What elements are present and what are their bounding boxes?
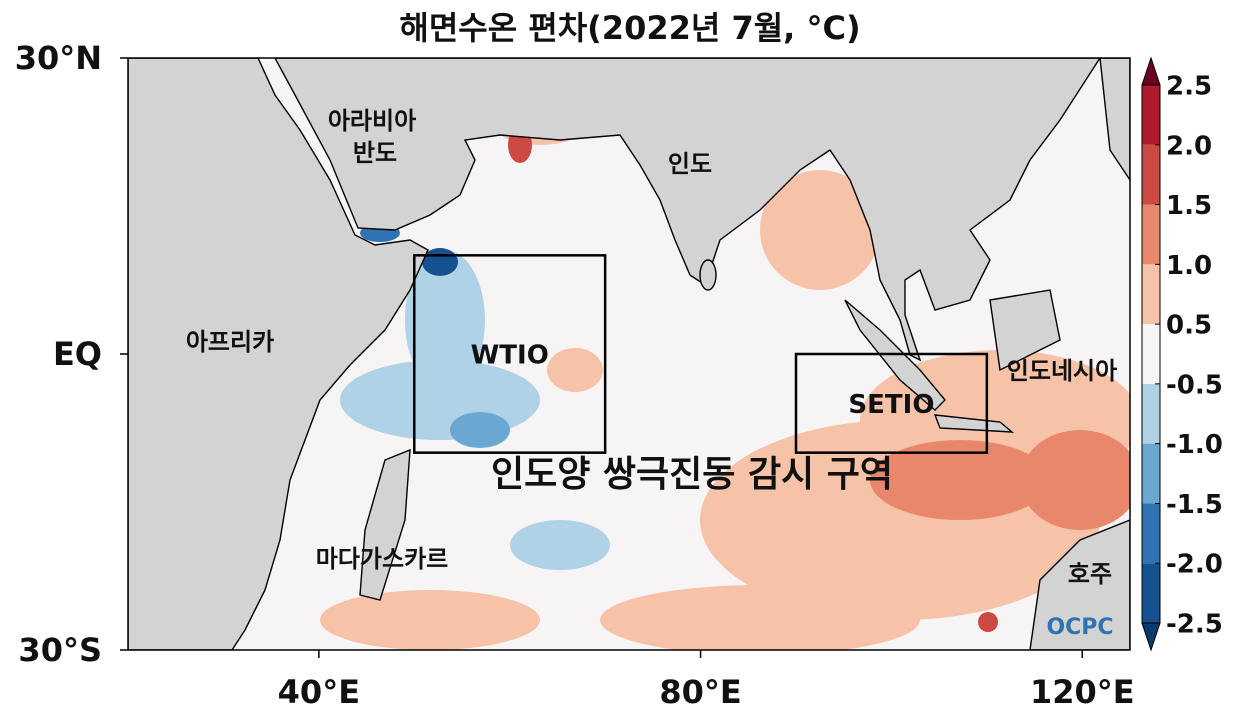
colorbar-label: -1.0 [1166, 430, 1223, 460]
colorbar-label: 2.5 [1166, 72, 1212, 102]
colorbar-frame [1141, 84, 1161, 624]
y-tick-label: EQ [53, 335, 102, 373]
warm-area [547, 348, 603, 392]
place-label: 아라비아 [328, 107, 416, 135]
colorbar-segment [1142, 324, 1160, 384]
logo: OCPC [1046, 615, 1113, 640]
land-madagascar [359, 448, 411, 601]
cool-area [405, 250, 485, 390]
colorbar-extend [1141, 622, 1161, 652]
colorbar-label: 1.5 [1166, 191, 1212, 221]
cool-area [450, 412, 510, 448]
warm-area [870, 440, 1050, 520]
place-label: 아프리카 [186, 328, 274, 356]
place-label: 호주 [1068, 560, 1112, 588]
colorbar-segment [1142, 204, 1160, 265]
colorbar-label: 0.5 [1166, 311, 1212, 341]
colorbar-segment [1142, 503, 1160, 564]
colorbar-label: 1.0 [1166, 251, 1212, 281]
land-australia [1029, 519, 1130, 650]
cool-area [510, 520, 610, 570]
region-label: SETIO [848, 390, 934, 420]
colorbar-label: -0.5 [1166, 370, 1223, 400]
land-asia-east [1099, 58, 1130, 182]
colorbar-segment [1142, 264, 1160, 325]
place-label: 마다가스카르 [316, 545, 448, 573]
warm-area [978, 612, 998, 632]
region-box [413, 254, 607, 454]
anomaly-field [128, 58, 1130, 650]
x-tick-label: 80°E [659, 673, 741, 711]
x-tick-label: 40°E [278, 673, 360, 711]
land-asia [274, 58, 1101, 362]
colorbar-label: -1.5 [1166, 490, 1223, 520]
land-sri-lanka [699, 259, 717, 291]
y-tick-label: 30°S [18, 631, 102, 669]
warm-area [1020, 430, 1130, 530]
colorbar-segment [1142, 85, 1160, 145]
region-box [794, 352, 989, 454]
colorbar-label: 2.0 [1166, 131, 1212, 161]
region-label: WTIO [471, 341, 549, 371]
colorbar-label: -2.0 [1166, 550, 1223, 580]
warm-area [760, 170, 880, 290]
map-title: 해면수온 편차(2022년 7월, °C) [399, 9, 860, 47]
colorbar-segment [1142, 144, 1160, 205]
place-label: 인도 [668, 150, 712, 178]
colorbar-extend [1141, 56, 1161, 86]
land-borneo [989, 289, 1061, 372]
colorbar-segment [1142, 443, 1160, 504]
colorbar-segment [1142, 383, 1160, 444]
warm-area [600, 585, 920, 650]
land-java [933, 414, 1015, 433]
y-tick-label: 30°N [15, 39, 102, 77]
warm-area [320, 590, 540, 650]
region-title: 인도양 쌍극진동 감시 구역 [491, 454, 893, 495]
colorbar-label: -2.5 [1166, 610, 1223, 640]
land-africa [128, 58, 429, 650]
place-label: 반도 [353, 139, 397, 167]
colorbar-segment [1142, 563, 1160, 623]
x-tick-label: 120°E [1030, 673, 1135, 711]
place-label: 인도네시아 [1007, 357, 1117, 385]
